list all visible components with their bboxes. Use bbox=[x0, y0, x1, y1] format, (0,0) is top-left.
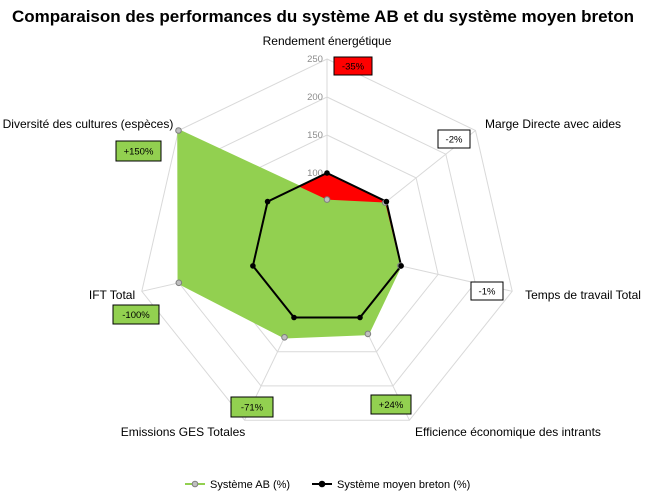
series-reference-point bbox=[250, 263, 256, 269]
r-tick-label: 200 bbox=[307, 92, 323, 103]
series-reference-point bbox=[324, 170, 330, 176]
axis-label-temps-de-travail-total: Temps de travail Total bbox=[525, 288, 641, 302]
annotation-box bbox=[437, 129, 471, 149]
series-reference-point bbox=[357, 314, 363, 321]
legend-item-systeme-ab: Système AB (%) bbox=[185, 479, 290, 491]
axis-labels: Rendement énergétique Marge Directe avec … bbox=[3, 34, 641, 439]
axis-label-diversite-des-cultures-especes: Diversité des cultures (espèces) bbox=[3, 117, 174, 131]
r-tick-label: 100 bbox=[307, 168, 323, 179]
annotation-text: -1% bbox=[479, 287, 496, 298]
axis-label-emissions-ges-totales: Emissions GES Totales bbox=[121, 425, 246, 439]
series-ab-point bbox=[281, 334, 288, 341]
annotation-efficience-economique-des-intrants: +24% bbox=[370, 394, 412, 415]
series-ab-point bbox=[175, 127, 182, 134]
legend-item-systeme-moyen-breton: Système moyen breton (%) bbox=[312, 479, 470, 491]
series-reference-point bbox=[264, 198, 271, 205]
annotation-emissions-ges-totales: -71% bbox=[230, 396, 274, 418]
series-reference-point bbox=[291, 314, 297, 321]
annotation-ift-total: -100% bbox=[112, 304, 160, 325]
series-reference-point bbox=[383, 198, 390, 205]
series-reference-line bbox=[251, 171, 403, 319]
legend: Système AB (%) Système moyen breton (%) bbox=[185, 479, 470, 491]
series-ab-point bbox=[323, 196, 331, 203]
series-layer bbox=[175, 127, 404, 341]
annotation-temps-de-travail-total: -1% bbox=[470, 281, 504, 301]
annotation-box bbox=[333, 56, 373, 76]
annotation-text: +150% bbox=[124, 147, 154, 158]
axis-label-ift-total: IFT Total bbox=[89, 288, 135, 302]
legend-swatch-marker bbox=[318, 480, 326, 488]
r-tick-label: 150 bbox=[307, 130, 323, 141]
annotation-text: +24% bbox=[379, 400, 404, 411]
grid-ring-250 bbox=[141, 58, 513, 421]
axis-label-efficience-economique-des-intrants: Efficience économique des intrants bbox=[415, 425, 601, 439]
annotation-box bbox=[370, 394, 412, 415]
r-tick-label: 250 bbox=[307, 54, 323, 65]
legend-label: Système AB (%) bbox=[210, 479, 290, 491]
annotation-text: -2% bbox=[446, 135, 463, 146]
legend-label: Système moyen breton (%) bbox=[337, 479, 470, 491]
annotation-text: -71% bbox=[241, 403, 264, 414]
annotation-marge-directe-avec-aides: -2% bbox=[437, 129, 471, 149]
series-ab-point bbox=[364, 330, 372, 338]
series-reference-point bbox=[398, 263, 404, 269]
annotation-box bbox=[112, 304, 160, 325]
series-ab-point bbox=[175, 279, 183, 287]
axis-label-marge-directe-avec-aides: Marge Directe avec aides bbox=[485, 117, 621, 131]
axis-label-rendement-energetique: Rendement énergétique bbox=[263, 34, 392, 48]
annotation-text: -100% bbox=[122, 310, 150, 321]
chart-title: Comparaison des performances du système … bbox=[12, 7, 634, 26]
series-ab-area bbox=[177, 128, 402, 339]
legend-swatch-marker bbox=[191, 480, 199, 488]
annotations: -35% -2% -1% +24% -71% -100% +150% bbox=[112, 56, 504, 418]
annotation-diversite-des-cultures-especes: +150% bbox=[115, 140, 162, 162]
annotation-box bbox=[230, 396, 274, 418]
annotation-box bbox=[470, 281, 504, 301]
annotation-text: -35% bbox=[342, 62, 365, 73]
annotation-rendement-energetique: -35% bbox=[333, 56, 373, 76]
annotation-box bbox=[115, 140, 162, 162]
